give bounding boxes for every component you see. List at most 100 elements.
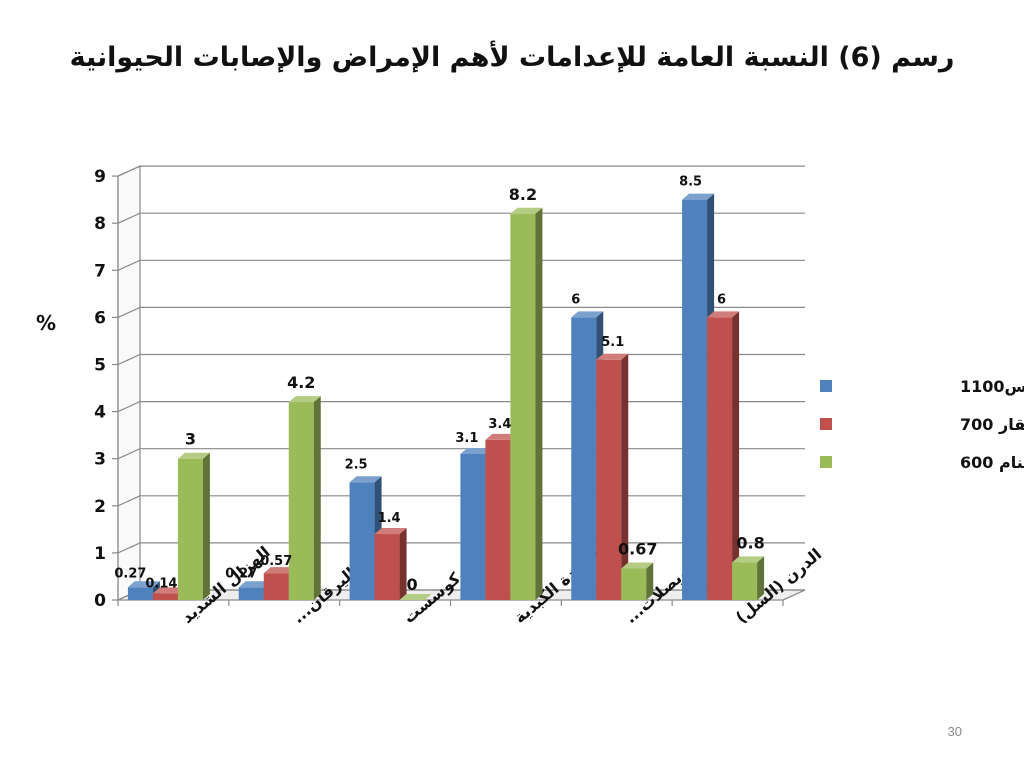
bar [621, 562, 654, 600]
y-tick-label: 3 [94, 450, 106, 470]
legend-item: الأبقار 700 [820, 415, 1024, 434]
data-label: 0.27 [225, 566, 257, 581]
data-label: 0.14 [145, 576, 177, 591]
bar-front [288, 402, 314, 600]
data-label: 3.4 [488, 417, 511, 432]
chart-title: رسم (6) النسبة العامة للإعدامات لأهم الإ… [69, 42, 955, 73]
gridline-diagonal [117, 306, 141, 318]
bar-side [535, 207, 543, 600]
bar-front [571, 317, 597, 600]
bar [596, 353, 629, 600]
legend-item: الأغنام 600 [820, 453, 1024, 472]
bar-layer [127, 193, 765, 600]
bar-side [202, 452, 210, 600]
data-label: 0 [407, 575, 418, 594]
bar-front [596, 359, 622, 600]
label-layer: 0.270.1430.270.574.22.51.403.13.48.265.1… [114, 175, 764, 594]
y-tick-label: 6 [94, 308, 106, 328]
bar-top [707, 311, 740, 318]
bar-side [646, 562, 654, 600]
bar-top [399, 594, 432, 600]
bar [732, 556, 765, 600]
gridline-diagonal [117, 259, 141, 271]
bar-top [485, 433, 518, 440]
bar-top [238, 581, 271, 588]
bar-top [263, 567, 296, 574]
data-label: 0.67 [618, 539, 657, 558]
bar-top [177, 452, 210, 459]
bar [177, 452, 210, 600]
bar-front [732, 562, 758, 600]
bar-front [374, 534, 400, 600]
data-label: 8.5 [679, 175, 702, 190]
data-label: 6 [571, 292, 580, 307]
bar-side [621, 353, 629, 600]
bar-side [313, 396, 321, 600]
data-label: 0.57 [260, 554, 292, 569]
bar-top [460, 447, 493, 454]
data-label: 0.8 [736, 533, 764, 552]
data-label: 8.2 [509, 185, 537, 204]
bar-front [177, 458, 203, 600]
bar [288, 396, 321, 600]
legend-label: الأبقار 700 [960, 415, 1024, 434]
gridline-diagonal [117, 495, 141, 507]
bar-side [757, 556, 765, 600]
legend-item: الجاموس1100 [820, 377, 1024, 396]
legend-swatch [820, 380, 832, 392]
data-label: 1.4 [378, 511, 401, 526]
bar [510, 207, 543, 600]
bar-top [596, 353, 629, 360]
y-tick-label: 9 [94, 167, 106, 187]
y-axis-label: % [36, 311, 56, 335]
bar-front [510, 213, 536, 600]
bar-top [571, 311, 604, 318]
y-tick-label: 4 [94, 403, 106, 423]
bar-front [349, 482, 375, 600]
bar-front [707, 317, 733, 600]
bar-top [732, 556, 765, 563]
bar-top [621, 562, 654, 569]
gridline-diagonal [117, 401, 141, 413]
y-tick-label: 2 [94, 497, 106, 517]
y-tick-label: 1 [94, 544, 106, 564]
bar [707, 311, 740, 600]
legend: الجاموس1100 الأبقار 700 الأغنام 600 [820, 377, 1024, 472]
bar-front [263, 573, 289, 600]
legend-label: الجاموس1100 [960, 377, 1024, 396]
gridline-diagonal [117, 448, 141, 460]
bar-front [621, 568, 647, 600]
legend-label: الأغنام 600 [960, 453, 1024, 472]
y-tick-label: 7 [94, 261, 106, 281]
bar [374, 528, 407, 600]
bar-side [732, 311, 740, 600]
gridline-diagonal [117, 353, 141, 366]
bar-side [399, 528, 407, 600]
bar-front [485, 439, 511, 600]
gridline-diagonal [117, 165, 141, 177]
data-label: 0.27 [114, 566, 146, 581]
bar-front [152, 593, 178, 600]
data-label: 4.2 [287, 373, 315, 392]
legend-swatch [820, 418, 832, 430]
gridline-diagonal [117, 212, 141, 224]
page-number: 30 [947, 724, 962, 739]
bar-top [152, 587, 185, 594]
data-label: 2.5 [345, 457, 368, 472]
bar-front [682, 199, 708, 600]
y-tick-label: 0 [94, 591, 106, 611]
data-label: 3.1 [455, 431, 478, 446]
data-label: 3 [185, 430, 196, 449]
bar-top [510, 207, 543, 214]
bar [399, 594, 432, 600]
data-label: 5.1 [601, 335, 624, 350]
floor-edge [782, 589, 806, 601]
bar-top [127, 581, 160, 588]
bar-front [238, 587, 264, 600]
legend-swatch [820, 456, 832, 468]
bar-top [349, 476, 382, 483]
bar-top [682, 193, 715, 200]
y-tick-label: 5 [94, 356, 106, 376]
bar-top [288, 396, 321, 403]
bar-front [460, 453, 486, 600]
